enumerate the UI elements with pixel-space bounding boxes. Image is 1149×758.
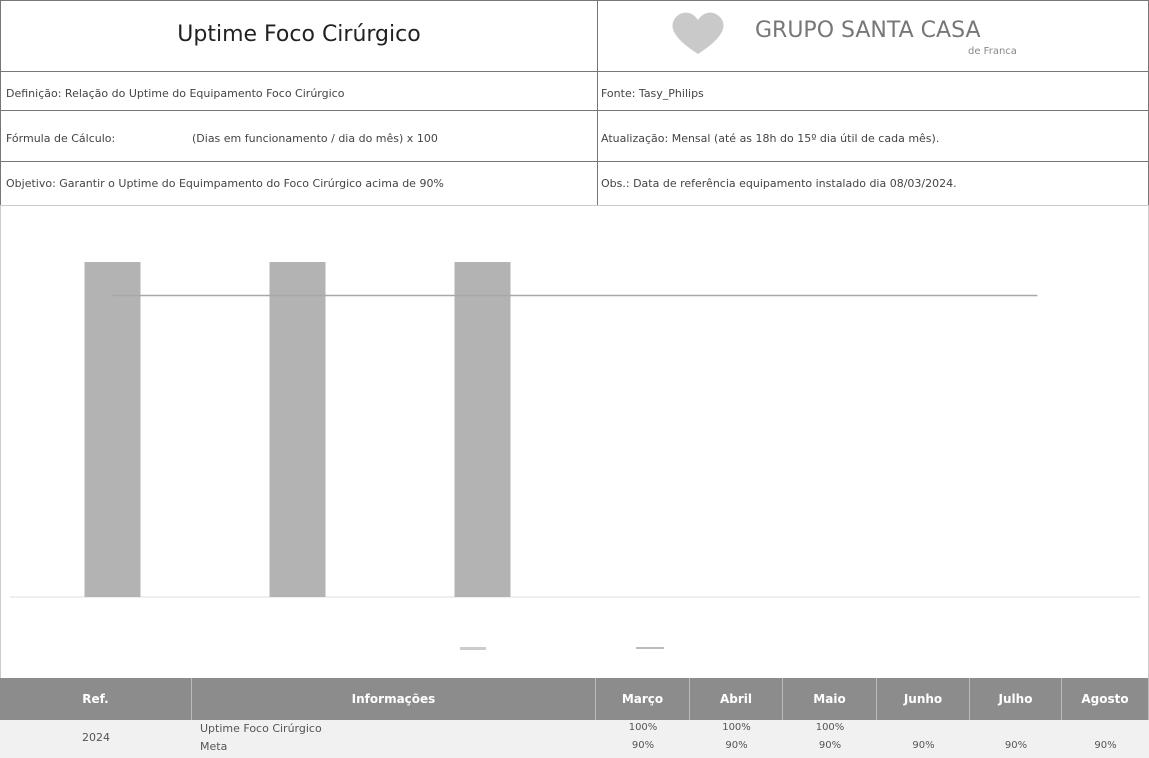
column-header: Maio — [783, 678, 877, 720]
legend-swatch — [460, 647, 486, 650]
obs: Obs.: Data de referência equipamento ins… — [601, 177, 957, 190]
formula: (Dias em funcionamento / dia do mês) x 1… — [192, 132, 438, 145]
cell-value: 90% — [725, 740, 748, 751]
chart — [10, 262, 1140, 650]
cell-value: 90% — [631, 740, 655, 751]
ref: 2024 — [82, 731, 110, 744]
table-body — [0, 720, 1149, 758]
cell-value: 100% — [628, 722, 658, 733]
logo-heart — [672, 12, 724, 54]
bar — [269, 262, 326, 597]
formula-label: Fórmula de Cálculo: — [6, 132, 116, 145]
cell-value: 90% — [912, 740, 935, 751]
column-header: Ref. — [0, 678, 192, 720]
column-header: Informações — [192, 678, 596, 720]
column-header: Agosto — [1062, 678, 1149, 720]
column-header: Junho — [877, 678, 970, 720]
column-header: Abril — [690, 678, 783, 720]
cell-value: 100% — [815, 722, 845, 733]
row-label: Uptime Foco Cirúrgico — [200, 722, 322, 735]
title: Uptime Foco Cirúrgico — [177, 22, 421, 47]
definicao: Definição: Relação do Uptime do Equipame… — [6, 87, 345, 100]
column-header: Março — [596, 678, 690, 720]
logo-text: GRUPO SANTA CASA — [755, 18, 981, 43]
cell-value: 90% — [1004, 740, 1028, 751]
logo-sub: de Franca — [968, 46, 1017, 57]
column-header: Julho — [970, 678, 1062, 720]
atualizacao: Atualização: Mensal (até as 18h do 15º d… — [601, 132, 940, 145]
row-label: Meta — [200, 740, 228, 753]
cell-value: 90% — [818, 740, 842, 751]
fonte: Fonte: Tasy_Philips — [601, 87, 704, 100]
objetivo: Objetivo: Garantir o Uptime do Equimpame… — [6, 177, 444, 190]
cell-value: 100% — [722, 722, 751, 733]
bar — [454, 262, 511, 597]
cell-value: 90% — [1094, 740, 1117, 751]
bar — [84, 262, 141, 597]
